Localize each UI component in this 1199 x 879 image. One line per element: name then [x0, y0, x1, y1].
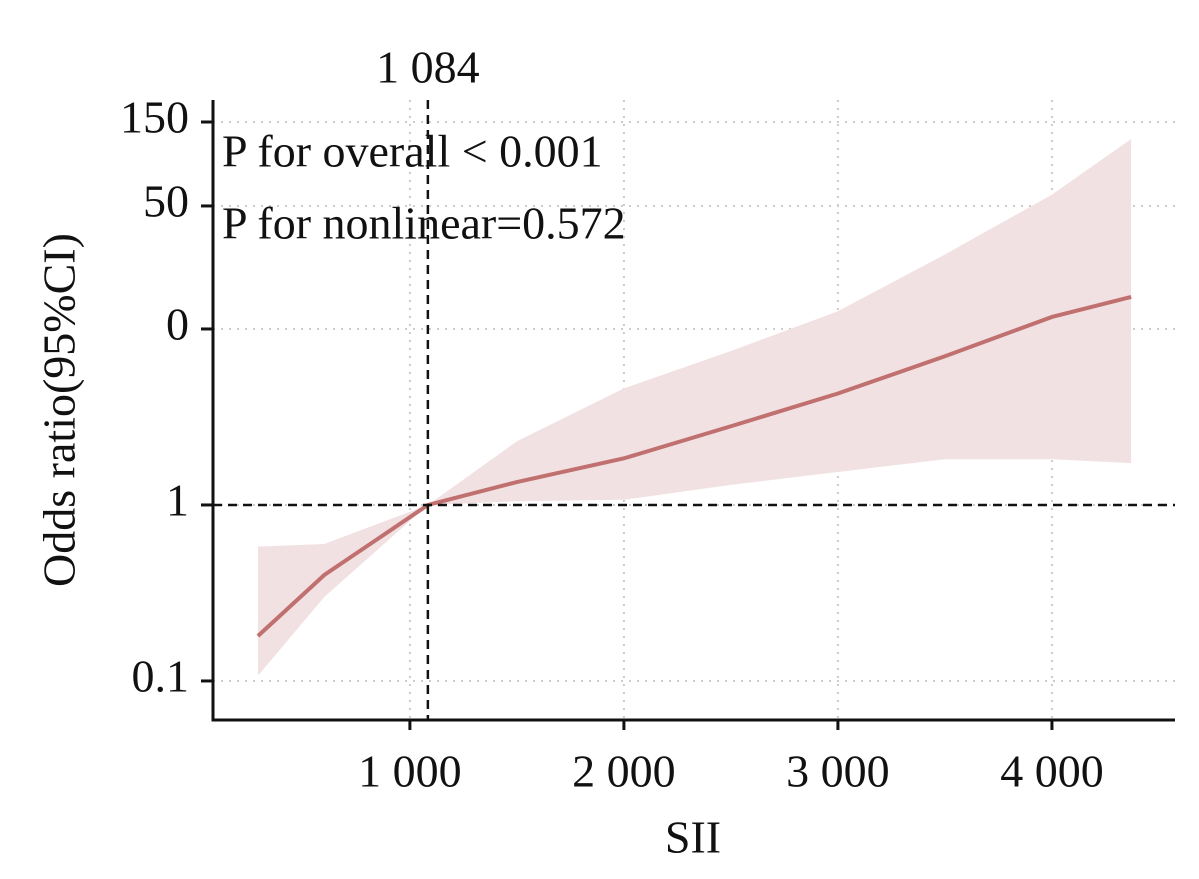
annotation: P for nonlinear=0.572: [222, 198, 626, 249]
y-tick-label: 0: [166, 299, 189, 350]
y-tick-label: 150: [120, 92, 189, 143]
reference-label: 1 084: [376, 42, 480, 93]
x-tick-label: 3 000: [786, 746, 890, 797]
y-axis-label: Odds ratio(95%CI): [34, 233, 85, 587]
x-axis-label: SII: [665, 812, 721, 863]
line: [256, 295, 1132, 638]
confidence-band: [257, 139, 1132, 676]
y-tick-label: 0.1: [132, 651, 190, 702]
y-tick-label: 1: [166, 475, 189, 526]
x-tick-label: 4 000: [1000, 746, 1104, 797]
x-tick-label: 1 000: [358, 746, 462, 797]
y-tick-label: 50: [143, 176, 189, 227]
annotation: P for overall < 0.001: [222, 126, 603, 177]
x-tick-label: 2 000: [572, 746, 676, 797]
